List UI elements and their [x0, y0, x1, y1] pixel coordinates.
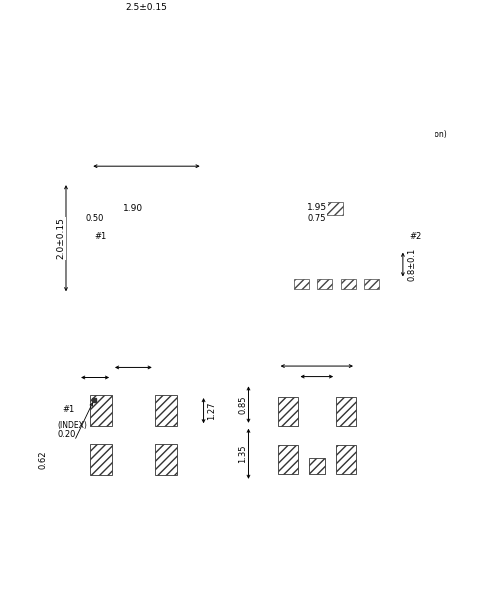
Bar [155, 444, 177, 475]
Bar [89, 444, 112, 475]
Bar [311, 202, 343, 216]
Text: #1: #1 [62, 405, 74, 414]
Text: GND: GND [307, 143, 325, 152]
Bar [278, 445, 298, 473]
Text: (INDEX): (INDEX) [57, 421, 87, 430]
Bar [341, 279, 355, 289]
Bar [336, 397, 356, 426]
Text: #1: #1 [278, 125, 292, 134]
Polygon shape [309, 168, 345, 216]
FancyBboxPatch shape [0, 350, 162, 516]
Text: Output: Output [307, 155, 334, 165]
Bar [336, 445, 356, 473]
FancyBboxPatch shape [105, 350, 266, 516]
Text: #2: #2 [278, 143, 292, 152]
Text: Vcc: Vcc [307, 168, 321, 176]
Text: 0.20: 0.20 [57, 431, 76, 440]
FancyBboxPatch shape [0, 229, 343, 594]
Text: 0.85: 0.85 [238, 396, 247, 414]
Text: Connections: Connections [307, 181, 370, 189]
FancyBboxPatch shape [283, 350, 444, 514]
Text: 2.0±0.15: 2.0±0.15 [56, 217, 65, 259]
Text: 2.5±0.15: 2.5±0.15 [126, 3, 168, 12]
Text: 0.62: 0.62 [39, 450, 47, 469]
Text: 1.95: 1.95 [307, 203, 327, 212]
Bar [309, 458, 325, 473]
Text: 1.35: 1.35 [238, 444, 247, 463]
Text: 1.27: 1.27 [207, 402, 216, 420]
Text: #2: #2 [410, 232, 422, 241]
FancyBboxPatch shape [112, 229, 483, 594]
Bar [285, 249, 388, 279]
Bar [364, 279, 379, 289]
Text: Vcont(VC-TCXO)/GND(TCXO)
ENAVLE/DISAVLE(Stand-by Function): Vcont(VC-TCXO)/GND(TCXO) ENAVLE/DISAVLE(… [307, 119, 447, 139]
Text: #1: #1 [95, 232, 107, 241]
Text: PVC2520/PTC2520: PVC2520/PTC2520 [71, 92, 216, 106]
FancyBboxPatch shape [0, 144, 483, 594]
FancyBboxPatch shape [0, 0, 397, 486]
Text: 0.8±0.1: 0.8±0.1 [408, 248, 417, 281]
Text: 0.75: 0.75 [308, 214, 326, 223]
Bar [294, 279, 309, 289]
Bar [89, 395, 112, 426]
Text: #3: #3 [278, 155, 292, 165]
FancyBboxPatch shape [190, 350, 350, 514]
Text: 1.90: 1.90 [123, 204, 143, 213]
Text: #4: #4 [278, 168, 292, 176]
Text: Pin Connections: Pin Connections [264, 92, 337, 101]
FancyBboxPatch shape [0, 0, 478, 567]
Text: 0.50: 0.50 [86, 214, 104, 223]
Bar [317, 279, 332, 289]
Bar [155, 395, 177, 426]
Text: Pin No.: Pin No. [270, 181, 299, 189]
Bar [278, 397, 298, 426]
